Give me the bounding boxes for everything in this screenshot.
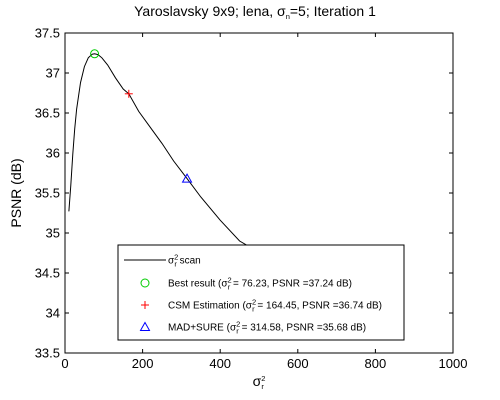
chart-title: Yaroslavsky 9x9; lena, σn=5; Iteration 1 bbox=[134, 3, 376, 21]
triangle-marker bbox=[181, 173, 193, 183]
y-tick-label: 34.5 bbox=[35, 266, 60, 281]
y-tick-label: 35 bbox=[46, 226, 60, 241]
y-axis-label: PSNR (dB) bbox=[8, 158, 24, 227]
y-tick-label: 37 bbox=[46, 66, 60, 81]
legend-label-plus: CSM Estimation (σ2 r = 164.45, PSNR =36.7… bbox=[168, 298, 382, 314]
x-axis-label: σ2 r bbox=[253, 373, 266, 391]
series-line bbox=[68, 53, 264, 255]
legend-label-triangle: MAD+SURE (σ2 r = 314.58, PSNR =35.68 dB) bbox=[168, 320, 366, 336]
x-tick-label: 600 bbox=[287, 356, 309, 371]
y-tick-label: 33.5 bbox=[35, 346, 60, 361]
y-tick-label: 35.5 bbox=[35, 186, 60, 201]
y-tick-label: 34 bbox=[46, 306, 60, 321]
legend-triangle-swatch bbox=[139, 321, 151, 331]
y-tick-label: 37.5 bbox=[35, 26, 60, 41]
circle-marker bbox=[90, 49, 100, 59]
legend-label-circle: Best result (σ2 r = 76.23, PSNR =37.24 dB… bbox=[168, 276, 352, 292]
x-tick-label: 800 bbox=[365, 356, 387, 371]
legend: σ2 r scan Best result (σ2 r = 76.23, PSNR =… bbox=[117, 244, 405, 341]
plus-marker bbox=[124, 89, 133, 98]
curve-layer bbox=[68, 53, 264, 255]
axes-box bbox=[64, 32, 454, 354]
x-tick-label: 0 bbox=[61, 356, 68, 371]
x-tick-label: 200 bbox=[132, 356, 154, 371]
legend-plus-swatch bbox=[141, 301, 149, 309]
x-tick-label: 1000 bbox=[439, 356, 468, 371]
y-tick-label: 36.5 bbox=[35, 106, 60, 121]
y-tick-label: 36 bbox=[46, 146, 60, 161]
markers-layer bbox=[90, 49, 193, 183]
legend-circle-swatch bbox=[140, 278, 150, 288]
legend-box bbox=[117, 244, 405, 341]
legend-label-scan: σ2 r scan bbox=[168, 253, 201, 269]
x-tick-label: 400 bbox=[209, 356, 231, 371]
